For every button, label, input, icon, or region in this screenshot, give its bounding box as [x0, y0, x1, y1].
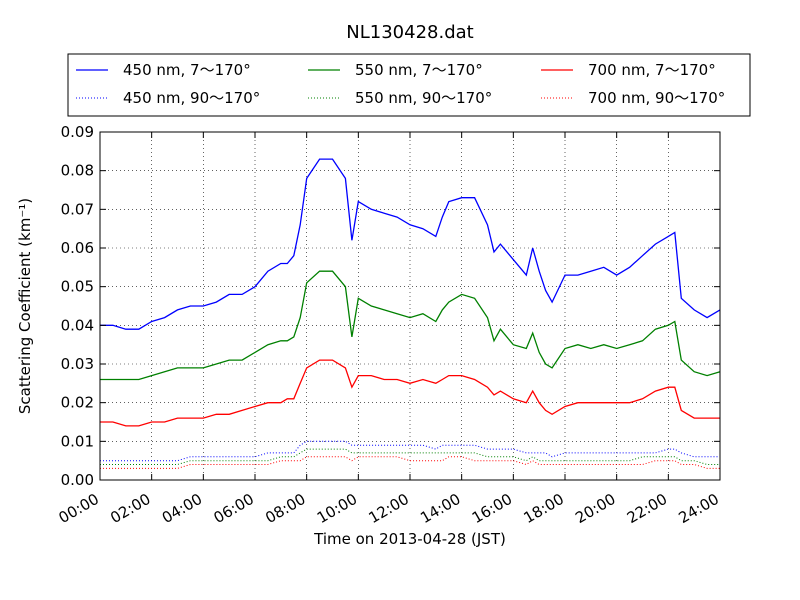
legend-label: 550 nm, 90～170°	[355, 89, 492, 107]
x-tick-label: 18:00	[521, 490, 567, 527]
y-tick-label: 0.09	[61, 123, 94, 141]
y-tick-label: 0.08	[61, 162, 94, 180]
series-line	[100, 158, 721, 330]
legend-label: 700 nm, 7～170°	[588, 61, 716, 79]
x-tick-label: 08:00	[262, 490, 308, 527]
x-axis-label: Time on 2013-04-28 (JST)	[313, 530, 506, 548]
legend-box	[67, 53, 751, 117]
y-tick-label: 0.03	[61, 355, 94, 373]
x-tick-label: 16:00	[469, 490, 515, 527]
x-tick-label: 00:00	[56, 490, 102, 527]
series-layer	[100, 158, 721, 469]
y-tick-label: 0.07	[61, 200, 94, 218]
x-tick-label: 24:00	[676, 490, 722, 527]
legend-label: 450 nm, 7～170°	[123, 61, 251, 79]
y-tick-label: 0.01	[61, 432, 94, 450]
x-tick-label: 12:00	[366, 490, 412, 527]
x-tick-label: 02:00	[107, 490, 153, 527]
x-tick-label: 20:00	[572, 490, 618, 527]
legend: 450 nm, 7～170° 550 nm, 7～170° 700 nm, 7～17…	[67, 53, 751, 117]
y-tick-label: 0.00	[61, 471, 94, 489]
x-tick-label: 04:00	[159, 490, 205, 527]
y-tick-label: 0.05	[61, 278, 94, 296]
series-line	[100, 270, 721, 381]
x-tick-label: 10:00	[314, 490, 360, 527]
chart-title: NL130428.dat	[346, 22, 473, 43]
y-axis-label: Scattering Coefficient (km⁻¹)	[16, 198, 34, 414]
plot-frame	[99, 131, 721, 481]
series-line	[100, 456, 720, 469]
y-tick-label: 0.06	[61, 239, 94, 257]
x-tick-label: 22:00	[624, 490, 670, 527]
x-tick-label: 06:00	[211, 490, 257, 527]
series-line	[100, 359, 720, 427]
x-tick-label: 14:00	[417, 490, 463, 527]
legend-label: 700 nm, 90～170°	[588, 89, 725, 107]
y-tick-label: 0.04	[61, 316, 94, 334]
y-tick-label: 0.02	[61, 394, 94, 412]
legend-label: 550 nm, 7～170°	[355, 61, 483, 79]
legend-label: 450 nm, 90～170°	[123, 89, 260, 107]
series-line	[100, 448, 720, 465]
